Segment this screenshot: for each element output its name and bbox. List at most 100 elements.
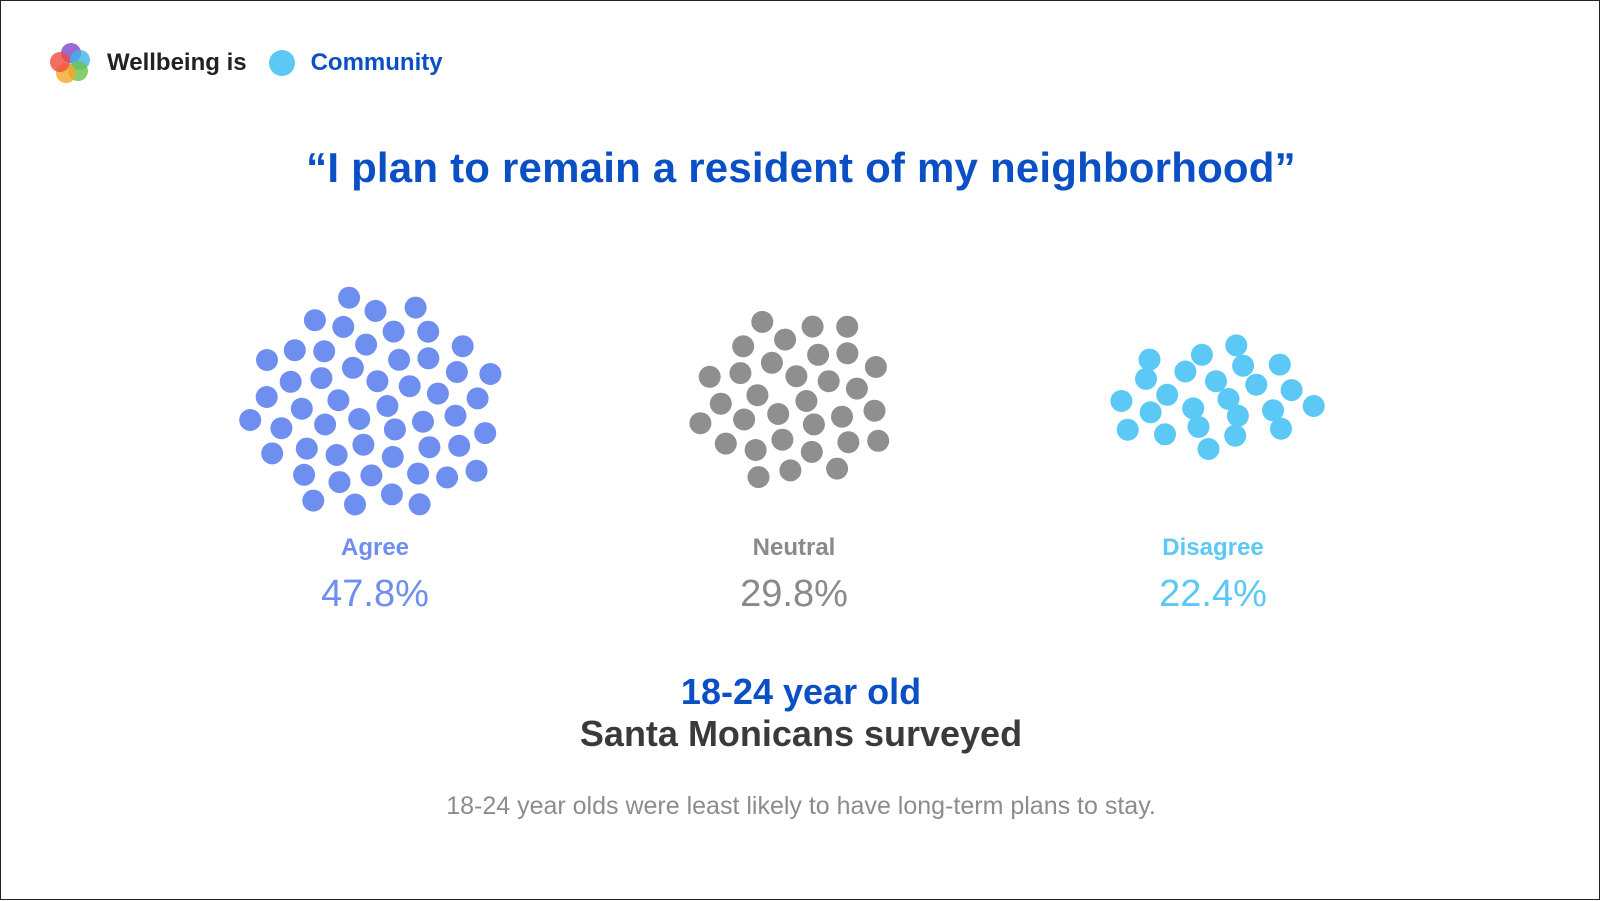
dot-disagree (1302, 395, 1325, 417)
dot-neutral (795, 390, 818, 412)
dot-disagree (1135, 367, 1157, 390)
dot-agree (388, 348, 411, 371)
dot-agree (313, 340, 336, 363)
dot-agree (314, 413, 337, 436)
dot-neutral (760, 351, 783, 374)
dot-agree (383, 418, 406, 441)
dot-disagree (1110, 390, 1133, 412)
dot-agree (412, 410, 434, 433)
dot-neutral (863, 399, 886, 422)
dot-neutral (800, 440, 823, 463)
dot-neutral (836, 342, 859, 365)
dot-agree (376, 395, 399, 417)
dot-agree (344, 493, 366, 516)
dot-agree (474, 422, 497, 445)
dot-neutral (709, 392, 732, 415)
dot-agree (325, 444, 348, 466)
dot-disagree (1280, 379, 1303, 402)
dot-agree (364, 299, 387, 322)
category-value-agree: 47.8% (321, 573, 429, 615)
dot-disagree (1270, 417, 1292, 440)
dot-disagree (1262, 399, 1284, 422)
dot-neutral (817, 370, 840, 393)
dot-disagree (1156, 383, 1179, 406)
dot-agree (404, 296, 427, 319)
dot-neutral (802, 413, 825, 436)
category-label-disagree: Disagree (1162, 534, 1264, 561)
group-subtitle: Santa Monicans surveyed (579, 713, 1023, 754)
dot-neutral (836, 315, 859, 338)
dot-agree (338, 286, 361, 309)
dot-agree (448, 434, 471, 457)
dot-disagree (1182, 397, 1205, 420)
dot-neutral (867, 429, 890, 452)
dot-agree (261, 442, 284, 465)
dot-disagree (1268, 353, 1291, 376)
dot-agree (348, 408, 371, 430)
dot-disagree (1245, 373, 1268, 396)
dot-agree (279, 370, 302, 393)
dot-agree (466, 387, 489, 410)
dot-neutral (744, 439, 767, 461)
category-label-neutral: Neutral (752, 534, 836, 561)
dot-agree (417, 347, 440, 370)
dot-disagree (1174, 360, 1197, 383)
dot-neutral (774, 328, 797, 351)
dot-disagree (1190, 343, 1213, 366)
footnote: 18-24 year olds were least likely to hav… (446, 792, 1156, 820)
brand-prefix: Wellbeing is (107, 49, 247, 76)
dot-disagree (1116, 418, 1139, 441)
dot-neutral (747, 466, 770, 489)
dot-agree (382, 320, 405, 343)
dot-agree (352, 433, 375, 456)
dot-disagree (1224, 424, 1247, 447)
dot-agree (408, 493, 431, 516)
dot-neutral (746, 384, 769, 407)
dot-disagree (1187, 415, 1210, 438)
dot-disagree (1217, 388, 1240, 410)
category-value-neutral: 29.8% (740, 573, 848, 615)
dot-agree (479, 363, 502, 385)
dot-neutral (698, 365, 721, 388)
dot-agree (436, 466, 459, 489)
dot-agree (310, 367, 333, 390)
dot-agree (445, 361, 468, 383)
brand-section: Community (310, 49, 443, 76)
dot-agree (270, 417, 293, 440)
dot-agree (332, 315, 355, 338)
dot-agree (355, 333, 378, 356)
dot-agree (239, 409, 262, 431)
dot-disagree (1139, 401, 1162, 424)
brand-header: Wellbeing is Community (49, 41, 443, 85)
dot-agree (328, 471, 351, 494)
chart-title: “I plan to remain a resident of my neigh… (306, 144, 1296, 191)
dot-agree (255, 386, 278, 408)
dot-agree (290, 397, 313, 420)
dot-agree (380, 483, 403, 506)
dot-disagree (1226, 404, 1249, 427)
dot-disagree (1205, 370, 1227, 393)
dot-agree (444, 404, 467, 427)
dot-neutral (729, 362, 752, 385)
dot-agree (360, 464, 383, 487)
dot-disagree (1154, 423, 1176, 446)
category-value-disagree: 22.4% (1159, 573, 1267, 615)
dot-neutral (751, 310, 774, 333)
dot-disagree (1232, 354, 1255, 377)
community-dot-icon (268, 50, 295, 76)
dot-neutral (845, 377, 868, 400)
dot-agree (295, 437, 318, 460)
dot-neutral (733, 408, 756, 431)
wellbeing-flower-logo-icon (50, 43, 90, 83)
dot-neutral (831, 405, 853, 428)
dot-neutral (732, 335, 755, 358)
dot-neutral (714, 432, 737, 455)
dot-agree (302, 489, 325, 512)
dot-agree (327, 389, 350, 412)
dot-agree (283, 339, 306, 362)
dot-neutral (864, 356, 887, 378)
dot-neutral (807, 343, 830, 366)
category-label-agree: Agree (340, 534, 410, 561)
